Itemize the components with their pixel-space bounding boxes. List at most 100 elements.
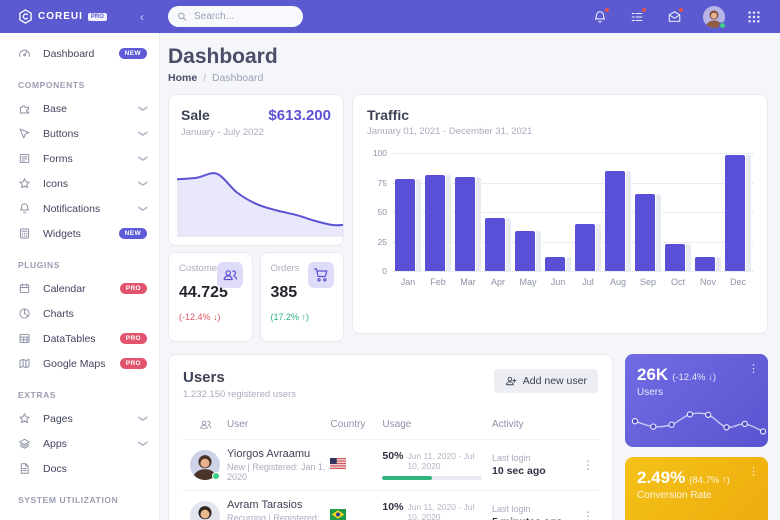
avatar-status-dot [719, 21, 726, 29]
chart-pie-icon [18, 307, 32, 321]
sidebar-item-label: Base [43, 102, 67, 115]
users-card: Users 1.232.150 registered users Add new… [168, 354, 613, 520]
usage-period: Jun 11, 2020 - Jul 10, 2020 [407, 502, 475, 520]
y-tick-label: 25 [377, 236, 387, 247]
chevron-down-icon[interactable]: ❯ [138, 154, 149, 163]
x-tick-label: Oct [670, 277, 685, 287]
bell-badge [604, 6, 610, 13]
bell-icon[interactable] [592, 6, 610, 25]
traffic-bar-oct [665, 243, 691, 271]
calendar-icon [18, 282, 32, 296]
row-kebab-menu-icon[interactable]: ⋮ [582, 458, 594, 472]
activity-value: 10 sec ago [492, 465, 546, 477]
person-plus-icon [505, 376, 517, 386]
sidebar-toggler-icon[interactable]: ‹ [140, 9, 144, 24]
search-box[interactable] [168, 6, 303, 27]
sidebar-item-label: Calendar [43, 282, 86, 295]
search-input[interactable] [194, 11, 294, 22]
chevron-down-icon[interactable]: ❯ [138, 129, 149, 138]
search-icon [178, 12, 187, 21]
sidebar-item-widgets[interactable]: Widgets NEW [0, 221, 159, 246]
sidebar-item-notifications[interactable]: Notifications ❯ [0, 196, 159, 221]
sidebar-item-icons[interactable]: Icons ❯ [0, 171, 159, 196]
kebab-menu-icon[interactable]: ⋮ [748, 363, 759, 375]
avatar [190, 501, 220, 520]
calculator-icon [18, 227, 32, 241]
breadcrumb-separator: / [203, 72, 207, 84]
row-kebab-menu-icon[interactable]: ⋮ [582, 509, 594, 520]
x-tick-label: Mar [460, 277, 476, 287]
sale-value: $613.200 [268, 107, 331, 124]
chevron-down-icon[interactable]: ❯ [138, 179, 149, 188]
main-content: Dashboard Home / Dashboard Sale $613.200… [160, 33, 780, 520]
gridline [393, 241, 753, 243]
x-tick-label: May [519, 277, 537, 287]
table-icon [18, 332, 32, 346]
gauge-icon [18, 47, 32, 61]
user-avatar[interactable] [703, 5, 726, 29]
chevron-down-icon[interactable]: ❯ [138, 204, 149, 213]
puzzle-icon [18, 102, 32, 116]
col-country: Country [330, 419, 366, 430]
x-tick-label: Feb [430, 277, 446, 287]
notes-icon [18, 152, 32, 166]
conversion-widget-delta: (84.7% ↑) [689, 475, 730, 486]
apps-grid-icon[interactable] [746, 9, 762, 25]
top-header: COREUI PRO ‹ [0, 0, 780, 33]
orders-label: Orders [270, 263, 300, 274]
country-flag [330, 456, 382, 474]
users-table-header: User Country Usage Activity [183, 414, 598, 440]
y-tick-label: 100 [372, 148, 387, 158]
breadcrumb-home[interactable]: Home [168, 72, 198, 84]
nav-badge: PRO [119, 333, 147, 344]
sidebar-item-base[interactable]: Base ❯ [0, 96, 159, 121]
chevron-down-icon[interactable]: ❯ [138, 439, 149, 448]
sidebar-item-calendar[interactable]: Calendar PRO [0, 276, 159, 301]
mail-icon[interactable] [666, 6, 684, 25]
activity-value: 5 minutes ago [492, 516, 578, 520]
sidebar-item-datatables[interactable]: DataTables PRO [0, 326, 159, 351]
sale-subtitle: January - July 2022 [181, 127, 264, 138]
sidebar-item-label: DataTables [43, 332, 96, 345]
chevron-down-icon[interactable]: ❯ [138, 414, 149, 423]
chevron-down-icon[interactable]: ❯ [138, 104, 149, 113]
tasks-icon[interactable] [629, 6, 647, 25]
sidebar-item-charts[interactable]: Charts [0, 301, 159, 326]
gridline [393, 271, 753, 272]
sidebar-item-label: Dashboard [43, 47, 95, 60]
traffic-y-axis: 0 25 50 75 100 [367, 148, 393, 276]
customers-stat-card: Customers 44.725 (-12.4% ↓) [168, 252, 253, 342]
user-row-1[interactable]: Yiorgos Avraamu New | Registered: Jan 1,… [183, 440, 598, 491]
sidebar-item-google-maps[interactable]: Google Maps PRO [0, 351, 159, 376]
sidebar-item-docs[interactable]: Docs [0, 456, 159, 481]
sidebar-item-label: Forms [43, 152, 73, 165]
sidebar-item-apps[interactable]: Apps ❯ [0, 431, 159, 456]
gridline [393, 182, 753, 184]
cart-icon[interactable] [308, 262, 334, 288]
user-row-2[interactable]: Avram Tarasios Recurring | Registered: J… [183, 491, 598, 520]
country-flag [330, 507, 382, 520]
kebab-menu-icon[interactable]: ⋮ [748, 466, 759, 478]
orders-value: 385 [270, 284, 298, 301]
people-icon[interactable] [216, 262, 243, 288]
sidebar-item-pages[interactable]: Pages ❯ [0, 406, 159, 431]
x-tick-label: Jul [582, 277, 594, 287]
add-new-user-button[interactable]: Add new user [493, 369, 598, 393]
customers-label: Customers [179, 263, 225, 274]
bell-icon [18, 202, 32, 216]
sidebar-item-buttons[interactable]: Buttons ❯ [0, 121, 159, 146]
sidebar-item-label: Widgets [43, 227, 81, 240]
sidebar-item-label: Pages [43, 412, 73, 425]
file-icon [18, 462, 32, 476]
users-title: Users [183, 369, 225, 386]
nav-section-label: EXTRAS [18, 390, 57, 400]
map-icon [18, 357, 32, 371]
sidebar-item-forms[interactable]: Forms ❯ [0, 146, 159, 171]
brand-logo[interactable]: COREUI PRO [18, 9, 136, 24]
y-tick-label: 0 [382, 266, 387, 276]
usage-percent: 10% [382, 501, 404, 513]
us-flag-icon [330, 458, 347, 469]
sidebar-item-dashboard[interactable]: Dashboard NEW [0, 41, 159, 66]
y-tick-label: 75 [377, 177, 387, 188]
traffic-plot-area [393, 153, 753, 272]
